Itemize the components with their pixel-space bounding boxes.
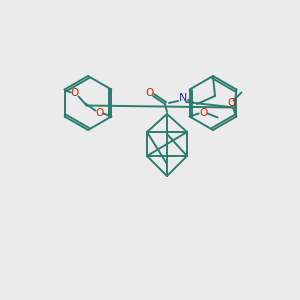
Text: O: O (145, 88, 153, 98)
Text: O: O (227, 98, 236, 109)
Text: O: O (200, 107, 208, 118)
Text: O: O (95, 107, 104, 118)
Text: O: O (70, 88, 79, 98)
Text: N: N (179, 93, 187, 103)
